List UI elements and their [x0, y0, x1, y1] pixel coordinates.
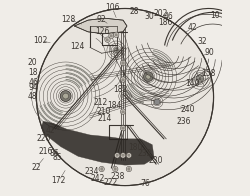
Text: 186: 186 [159, 18, 173, 27]
Text: 128: 128 [62, 15, 76, 24]
Circle shape [99, 166, 104, 172]
Text: 76: 76 [140, 179, 150, 188]
Circle shape [120, 153, 126, 158]
Text: 180: 180 [128, 143, 143, 152]
Text: 48: 48 [28, 92, 37, 101]
Text: 202: 202 [154, 9, 168, 18]
Text: 234: 234 [85, 167, 99, 176]
Text: 106: 106 [105, 3, 120, 12]
Text: 20: 20 [28, 58, 37, 67]
Text: 220: 220 [36, 134, 51, 143]
Text: 184: 184 [107, 101, 122, 110]
Text: 124: 124 [70, 42, 84, 51]
Polygon shape [74, 18, 127, 34]
Circle shape [196, 75, 203, 82]
Text: 22: 22 [32, 163, 41, 172]
Text: 242: 242 [90, 174, 105, 183]
Text: 238: 238 [110, 172, 124, 181]
Circle shape [146, 74, 151, 79]
Text: 92: 92 [97, 15, 106, 24]
Text: 126: 126 [96, 27, 110, 36]
Text: 18: 18 [28, 68, 37, 77]
Text: 222: 222 [103, 178, 118, 187]
Circle shape [114, 48, 118, 53]
Circle shape [60, 91, 71, 102]
Text: 172: 172 [52, 176, 66, 185]
Text: 94: 94 [29, 83, 38, 92]
Text: 32: 32 [197, 37, 207, 46]
Circle shape [109, 33, 114, 38]
Text: 140: 140 [185, 79, 200, 88]
Circle shape [154, 99, 160, 105]
Circle shape [120, 125, 126, 131]
Text: 42: 42 [187, 24, 197, 33]
Text: 28: 28 [130, 7, 139, 16]
Text: 240: 240 [180, 105, 194, 114]
Text: 85: 85 [52, 153, 62, 162]
Text: 236: 236 [176, 117, 191, 126]
Circle shape [126, 166, 132, 172]
Text: 212: 212 [94, 98, 108, 107]
Text: 230: 230 [149, 156, 164, 165]
Text: 10: 10 [211, 11, 220, 20]
Text: 214: 214 [98, 114, 112, 123]
Circle shape [120, 60, 126, 66]
Text: 158: 158 [202, 69, 216, 78]
Circle shape [114, 153, 120, 158]
Polygon shape [41, 121, 154, 165]
Circle shape [112, 166, 118, 172]
Text: 90: 90 [205, 48, 214, 57]
Text: 46: 46 [29, 78, 38, 87]
Text: 86: 86 [49, 149, 59, 158]
Circle shape [120, 77, 126, 82]
Circle shape [36, 8, 214, 186]
Text: 30: 30 [144, 12, 154, 21]
Circle shape [120, 109, 126, 114]
Circle shape [126, 153, 132, 158]
Text: 182: 182 [113, 85, 127, 94]
Text: 46: 46 [164, 12, 174, 21]
Circle shape [114, 32, 119, 37]
Circle shape [63, 93, 68, 99]
Circle shape [105, 37, 110, 42]
Text: 102: 102 [33, 36, 48, 45]
Circle shape [144, 72, 153, 82]
Text: 42: 42 [45, 126, 55, 135]
Text: 216: 216 [39, 147, 53, 156]
Text: 232: 232 [137, 149, 152, 158]
Text: 210: 210 [96, 107, 111, 116]
